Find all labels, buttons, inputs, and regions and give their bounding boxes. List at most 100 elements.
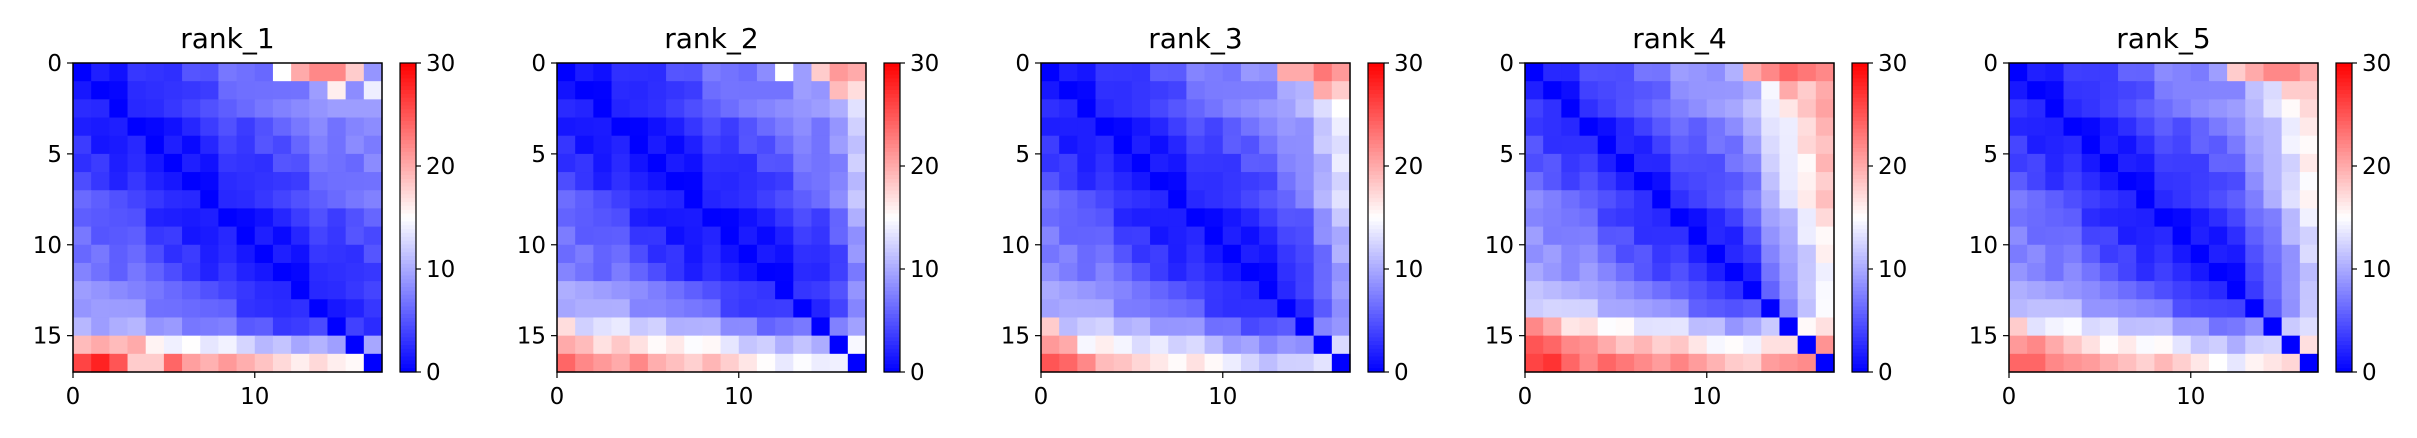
colorbar-segment (1368, 186, 1384, 192)
heatmap-cell (793, 172, 813, 191)
heatmap-cell (1561, 244, 1581, 264)
heatmap-cell (2227, 281, 2246, 300)
colorbar-segment (400, 294, 416, 300)
heatmap-cell (1222, 63, 1242, 82)
heatmap-cell (1186, 226, 1206, 246)
colorbar-tick-label: 30 (1394, 51, 1423, 77)
heatmap-cell (1131, 172, 1151, 191)
colorbar-segment (1852, 175, 1868, 180)
heatmap-cell (1561, 281, 1581, 300)
heatmap-cell (1204, 172, 1224, 191)
heatmap-cell (1095, 99, 1115, 119)
heatmap-cell (793, 190, 813, 210)
heatmap-cell (1543, 335, 1562, 355)
heatmap-cell (327, 226, 347, 246)
heatmap-cell (611, 99, 631, 119)
heatmap-cell (1313, 153, 1333, 173)
heatmap-cell (1186, 335, 1206, 355)
colorbar-tick-label: 20 (910, 154, 939, 180)
heatmap-cell (2190, 281, 2210, 300)
heatmap-cell (254, 117, 274, 137)
colorbar-segment (1368, 344, 1384, 350)
heatmap-cell (593, 81, 613, 100)
heatmap-cell (200, 353, 220, 373)
heatmap-cell (2263, 172, 2283, 191)
colorbar-segment (1368, 232, 1384, 238)
x-tick-label: 10 (1208, 384, 1237, 410)
heatmap-cell (1295, 317, 1315, 337)
heatmap-cell (2263, 262, 2283, 282)
colorbar-segment (2336, 263, 2352, 269)
heatmap-cell (1543, 226, 1562, 246)
colorbar-segment (1368, 244, 1384, 249)
heatmap-cell (1525, 117, 1544, 137)
colorbar-segment (884, 113, 900, 118)
heatmap-cell (2190, 172, 2210, 191)
heatmap-cell (756, 317, 776, 337)
colorbar-segment (884, 333, 900, 338)
heatmap-cell (1743, 335, 1762, 355)
heatmap-cell (182, 172, 201, 191)
heatmap-cell (1688, 99, 1708, 119)
x-tick-label: 0 (550, 384, 565, 410)
heatmap-cell (1059, 190, 1078, 210)
heatmap-cell (109, 335, 129, 355)
heatmap-cell (1670, 335, 1690, 355)
colorbar-segment (400, 155, 416, 161)
heatmap-cell (2154, 281, 2174, 300)
heatmap-cell (647, 172, 667, 191)
heatmap-cell (1295, 117, 1315, 137)
heatmap-cell (1113, 226, 1133, 246)
colorbar-segment (400, 144, 416, 149)
colorbar-segment (400, 360, 416, 365)
heatmap-cell (1204, 135, 1224, 155)
colorbar-segment (1368, 294, 1384, 300)
heatmap-cell (309, 262, 329, 282)
heatmap-cell (2172, 353, 2192, 373)
heatmap-cell (363, 244, 383, 264)
heatmap-cell (291, 135, 310, 155)
colorbar-segment (400, 356, 416, 362)
heatmap-cell (611, 335, 631, 355)
heatmap-cell (2081, 281, 2101, 300)
heatmap-cell (1597, 81, 1617, 100)
heatmap-cell (1797, 353, 1817, 373)
heatmap-cell (1150, 117, 1169, 137)
heatmap-cell (345, 63, 365, 82)
heatmap-cell (1706, 153, 1726, 173)
heatmap-cell (1724, 81, 1744, 100)
heatmap-cell (236, 63, 256, 82)
colorbar-segment (1368, 209, 1384, 215)
heatmap-cell (91, 353, 110, 373)
heatmap-cell (2154, 172, 2174, 191)
colorbar-segment (1368, 317, 1384, 323)
heatmap-cell (1688, 281, 1708, 300)
heatmap-cell (720, 244, 740, 264)
heatmap-cell (2009, 317, 2028, 337)
colorbar-segment (1368, 364, 1384, 369)
heatmap-cell (666, 335, 685, 355)
heatmap-cell (1815, 244, 1835, 264)
heatmap-cell (629, 135, 649, 155)
heatmap-cell (2009, 244, 2028, 264)
heatmap-cell (236, 353, 256, 373)
colorbar-segment (884, 271, 900, 277)
heatmap-cell (218, 135, 238, 155)
heatmap-cell (1652, 153, 1672, 173)
heatmap-cell (363, 153, 383, 173)
heatmap-cell (73, 63, 92, 82)
heatmap-cell (2118, 153, 2137, 173)
x-tick-label: 0 (66, 384, 81, 410)
heatmap-cell (2299, 153, 2319, 173)
heatmap-cell (127, 208, 147, 228)
heatmap-cell (2063, 281, 2083, 300)
heatmap-cell (127, 99, 147, 119)
heatmap-cell (1652, 317, 1672, 337)
heatmap-cell (1670, 172, 1690, 191)
heatmap-cell (793, 81, 813, 100)
heatmap-cell (363, 63, 383, 82)
heatmap-cell (1259, 226, 1278, 246)
heatmap-cell (2136, 99, 2156, 119)
heatmap-cell (1077, 335, 1097, 355)
colorbar-segment (884, 283, 900, 288)
